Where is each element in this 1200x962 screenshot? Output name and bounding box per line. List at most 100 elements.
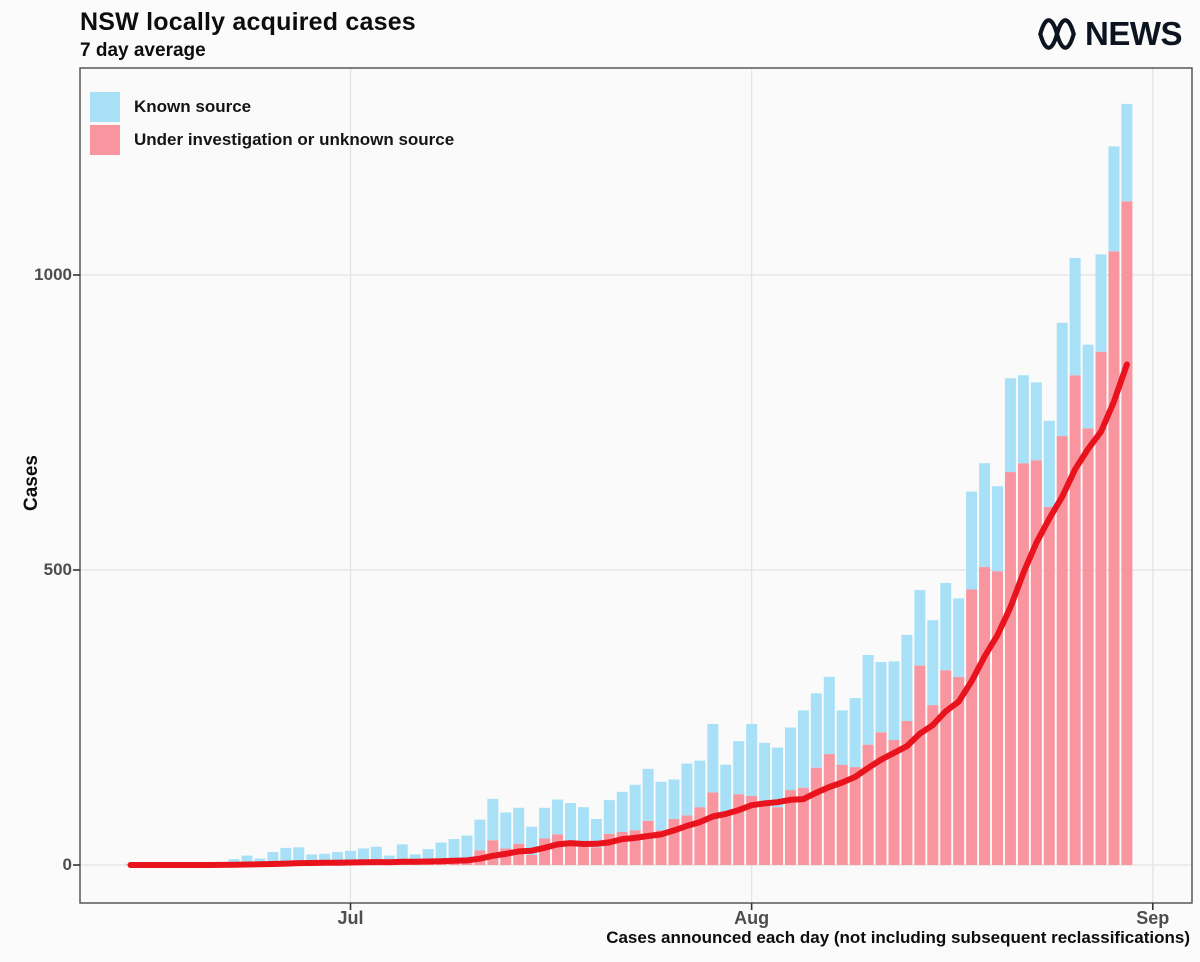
bar-known-source — [797, 710, 809, 788]
bar-known-source — [448, 839, 460, 859]
bar-known-source — [1043, 420, 1055, 507]
bar-known-source — [927, 620, 939, 706]
bar-known-source — [642, 768, 654, 821]
bar-unknown-source — [1030, 460, 1042, 865]
seven-day-average-line — [127, 361, 1130, 868]
bar-known-source — [1004, 378, 1016, 473]
bar-known-source — [914, 590, 926, 666]
bar-known-source — [267, 852, 279, 863]
bar-unknown-source — [1069, 375, 1081, 865]
bar-known-source — [500, 812, 512, 849]
bar-known-source — [888, 661, 900, 740]
bar-known-source — [772, 747, 784, 808]
bar-known-source — [332, 852, 344, 863]
bar-known-source — [357, 848, 369, 862]
bar-known-source — [1095, 254, 1107, 352]
bar-known-source — [966, 491, 978, 590]
bar-known-source — [409, 854, 421, 863]
bar-known-source — [901, 634, 913, 722]
bar-known-source — [862, 654, 874, 745]
bar-unknown-source — [888, 739, 900, 865]
bar-unknown-source — [1095, 351, 1107, 865]
bar-unknown-source — [953, 676, 965, 865]
bar-known-source — [422, 849, 434, 861]
bar-known-source — [280, 847, 292, 863]
bar-known-source — [616, 791, 628, 832]
bar-known-source — [383, 855, 395, 863]
bar-known-source — [293, 847, 305, 863]
bar-known-source — [306, 854, 318, 864]
bar-known-source — [1082, 344, 1094, 429]
unknown-source-swatch — [90, 125, 120, 155]
page-title: NSW locally acquired cases — [80, 8, 416, 36]
bar-known-source — [1030, 382, 1042, 461]
bar-known-source — [552, 799, 564, 835]
bar-known-source — [1108, 146, 1120, 252]
bar-known-source — [1069, 257, 1081, 376]
bar-unknown-source — [979, 567, 991, 865]
bar-unknown-source — [526, 854, 538, 865]
bar-unknown-source — [875, 732, 887, 865]
legend: Known source Under investigation or unkn… — [90, 92, 454, 155]
bar-unknown-source — [746, 795, 758, 865]
bar-known-source — [345, 850, 356, 863]
brand-text: NEWS — [1085, 15, 1183, 52]
bar-known-source — [526, 826, 538, 855]
bar-unknown-source — [1108, 251, 1120, 865]
bar-unknown-source — [733, 794, 745, 865]
bar-unknown-source — [694, 807, 706, 865]
legend-item-unknown-source: Under investigation or unknown source — [90, 125, 454, 155]
bar-unknown-source — [629, 830, 641, 865]
bar-unknown-source — [642, 820, 654, 865]
bar-unknown-source — [564, 841, 576, 865]
y-axis-tick-label: 0 — [62, 855, 72, 874]
bar-unknown-source — [616, 831, 628, 865]
bar-unknown-source — [797, 787, 809, 865]
bar-unknown-source — [1121, 201, 1133, 865]
bar-unknown-source — [668, 818, 680, 865]
bar-known-source — [810, 693, 822, 768]
bar-known-source — [487, 798, 499, 841]
bar-known-source — [629, 784, 641, 831]
bar-known-source — [979, 463, 991, 568]
bar-known-source — [849, 698, 861, 768]
bar-known-source — [655, 781, 667, 831]
bar-unknown-source — [720, 812, 732, 865]
x-axis-tick-label: Jul — [337, 908, 364, 928]
legend-label: Under investigation or unknown source — [134, 130, 455, 149]
bar-unknown-source — [1017, 463, 1029, 865]
chart-subtitle: 7 day average — [80, 40, 206, 61]
bar-unknown-source — [810, 767, 822, 865]
panel-border — [79, 67, 1193, 904]
bar-known-source — [396, 844, 408, 861]
bar-known-source — [603, 800, 615, 834]
known-source-swatch — [90, 92, 120, 122]
bar-unknown-source — [552, 834, 564, 865]
bar-known-source — [564, 803, 576, 842]
bar-known-source — [668, 779, 680, 819]
bar-unknown-source — [836, 764, 848, 865]
bar-known-source — [1017, 375, 1029, 464]
bar-known-source — [992, 486, 1003, 572]
bar-unknown-source — [707, 792, 719, 865]
bar-known-source — [435, 842, 447, 861]
bar-known-source — [694, 760, 706, 808]
abc-news-logo: NEWS — [1036, 14, 1183, 54]
bar-known-source — [590, 818, 602, 848]
bar-known-source — [759, 742, 771, 806]
bar-known-source — [1121, 103, 1133, 202]
legend-item-known-source: Known source — [90, 92, 454, 122]
x-axis-caption: Cases announced each day (not including … — [606, 928, 1190, 947]
abc-worm-icon — [1036, 14, 1078, 54]
bar-known-source — [539, 807, 551, 839]
bar-unknown-source — [539, 838, 551, 865]
bar-unknown-source — [849, 767, 861, 865]
bar-known-source — [681, 763, 693, 816]
bar-unknown-source — [914, 665, 926, 865]
bar-known-source — [474, 819, 486, 851]
bar-known-source — [875, 662, 887, 733]
bar-unknown-source — [966, 589, 978, 865]
bar-known-source — [823, 676, 835, 755]
bar-known-source — [746, 723, 758, 796]
bar-known-source — [228, 859, 240, 864]
